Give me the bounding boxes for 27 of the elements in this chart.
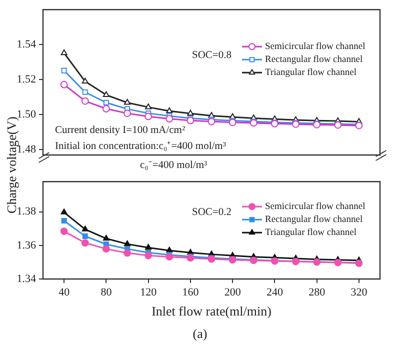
text: c₀⁻=400 mol/m³: [140, 160, 208, 171]
x-axis-title: Inlet flow rate(ml/min): [152, 304, 272, 319]
y-tick-label: 1.34: [16, 272, 36, 285]
legend-label: Triangular flow channel: [265, 68, 357, 78]
y-tick-label: 1.36: [16, 239, 36, 252]
y-tick-label: 1.38: [16, 206, 36, 218]
annotation: Initial ion concentration:c₀⁺=400 mol/m³: [55, 141, 226, 152]
legend-label: Triangular flow channel: [265, 228, 357, 238]
y-tick-label: 1.54: [16, 38, 36, 51]
legend-label: Semicircular flow channel: [265, 42, 366, 52]
legend-label: Semicircular flow channel: [265, 202, 366, 212]
annotation: Current density I=100 mA/cm²: [55, 125, 186, 136]
x-tick-label: 160: [182, 286, 200, 298]
x-tick-label: 320: [350, 286, 368, 298]
y-tick-label: 1.52: [16, 74, 36, 86]
x-tick-label: 40: [58, 286, 70, 298]
legend-label: Rectangular flow channel: [265, 55, 363, 66]
x-tick-label: 120: [140, 286, 158, 298]
annotation: SOC=0.8: [192, 50, 232, 61]
annotation: SOC=0.2: [192, 207, 232, 218]
x-tick-label: 80: [100, 286, 112, 298]
text: (a): [192, 326, 208, 341]
legend-label: Rectangular flow channel: [265, 215, 363, 226]
x-tick-label: 240: [266, 286, 284, 298]
x-tick-label: 200: [224, 286, 242, 298]
x-tick-label: 280: [308, 286, 326, 298]
y-tick-label: 1.50: [16, 108, 36, 121]
